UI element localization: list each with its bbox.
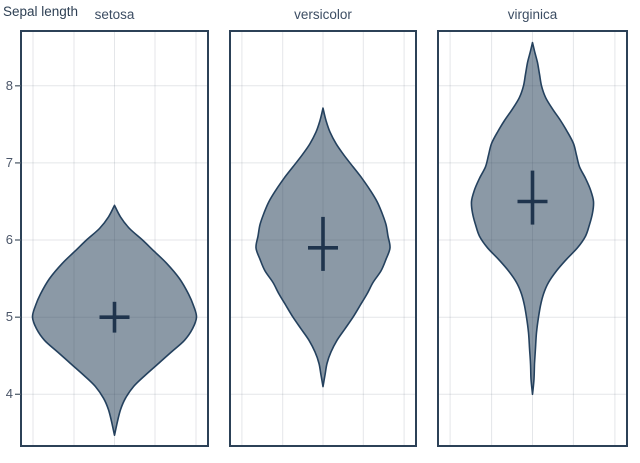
y-tick-label-8: 8 xyxy=(5,77,13,93)
panel-border-setosa xyxy=(20,30,209,447)
facet-title-versicolor: versicolor xyxy=(294,7,352,22)
y-tick-label-6: 6 xyxy=(5,232,13,248)
chart-title: Sepal length xyxy=(3,4,79,19)
facet-title-setosa: setosa xyxy=(94,7,135,22)
panel-border-virginica xyxy=(437,30,628,447)
facet-title-virginica: virginica xyxy=(507,7,558,22)
y-tick-label-4: 4 xyxy=(5,386,13,402)
y-tick-label-5: 5 xyxy=(5,309,13,325)
y-tick-label-7: 7 xyxy=(5,154,13,170)
panel-border-versicolor xyxy=(229,30,417,447)
